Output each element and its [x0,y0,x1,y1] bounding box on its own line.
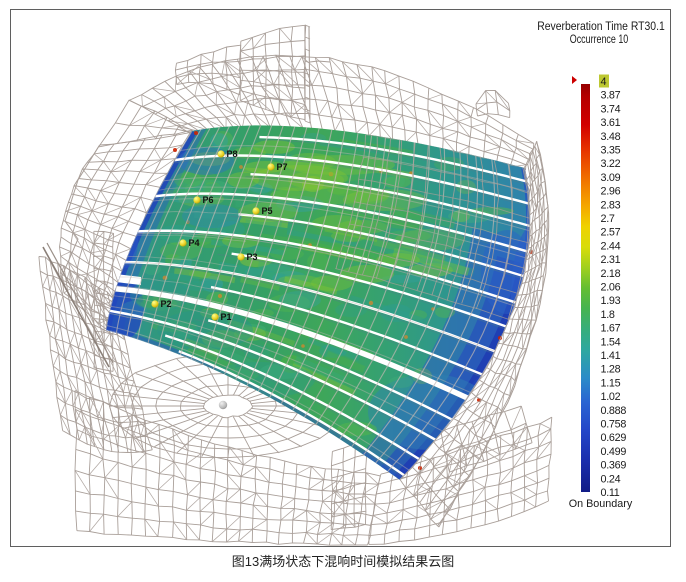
svg-text:1.93: 1.93 [601,295,621,307]
svg-text:2.31: 2.31 [601,254,621,266]
svg-text:P4: P4 [189,238,200,248]
svg-text:1.28: 1.28 [601,364,621,376]
svg-text:3.22: 3.22 [601,158,621,170]
svg-text:0.629: 0.629 [601,432,627,444]
svg-text:0.499: 0.499 [601,446,627,458]
svg-text:Occurrence 10: Occurrence 10 [570,32,629,46]
svg-text:1.02: 1.02 [601,391,621,403]
svg-text:2.57: 2.57 [601,227,621,239]
svg-text:0.369: 0.369 [601,460,627,472]
svg-text:P3: P3 [247,252,258,262]
svg-text:0.888: 0.888 [601,405,627,417]
svg-text:On Boundary: On Boundary [569,498,633,510]
svg-text:3.87: 3.87 [601,90,621,102]
svg-text:1.54: 1.54 [601,336,621,348]
svg-text:2.7: 2.7 [601,213,615,225]
svg-text:3.35: 3.35 [601,145,621,157]
svg-text:0.11: 0.11 [601,487,620,499]
svg-text:0.24: 0.24 [601,473,621,485]
svg-text:P8: P8 [227,149,238,159]
svg-text:图13满场状态下混响时间模拟结果云图: 图13满场状态下混响时间模拟结果云图 [232,554,454,569]
svg-text:2.96: 2.96 [601,186,621,198]
svg-text:0.758: 0.758 [601,419,627,431]
svg-text:P6: P6 [203,195,214,205]
svg-text:P1: P1 [221,312,232,322]
svg-text:P7: P7 [277,162,288,172]
svg-text:Reverberation Time RT30.1: Reverberation Time RT30.1 [537,19,665,33]
svg-text:P5: P5 [262,206,273,216]
svg-text:1.15: 1.15 [601,377,621,389]
svg-text:2.44: 2.44 [601,240,621,252]
svg-text:P2: P2 [161,299,172,309]
svg-text:3.61: 3.61 [601,117,621,129]
svg-text:3.09: 3.09 [601,172,621,184]
svg-text:3.48: 3.48 [601,131,621,143]
svg-text:1.41: 1.41 [601,350,621,362]
svg-text:2.06: 2.06 [601,282,621,294]
svg-text:2.83: 2.83 [601,199,621,211]
svg-text:4: 4 [601,76,607,88]
svg-text:1.8: 1.8 [601,309,615,321]
svg-text:2.18: 2.18 [601,268,621,280]
svg-text:1.67: 1.67 [601,323,621,335]
svg-text:3.74: 3.74 [601,103,621,115]
